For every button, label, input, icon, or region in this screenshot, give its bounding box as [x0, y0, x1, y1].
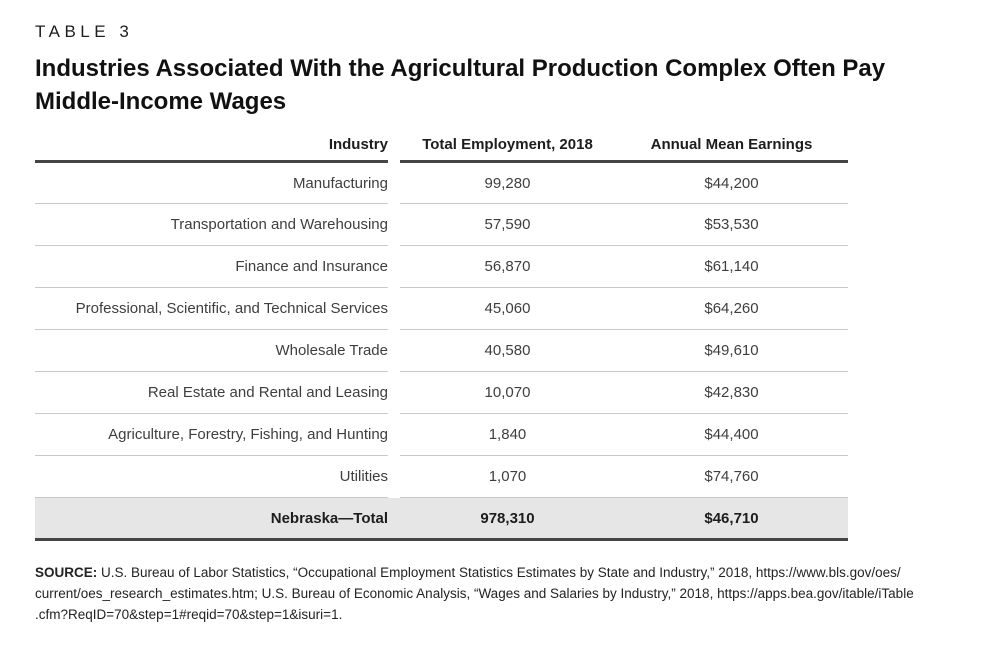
total-earnings-cell: $46,710	[615, 497, 848, 541]
source-line-1: SOURCE: U.S. Bureau of Labor Statistics,…	[35, 562, 975, 583]
table-row-finance: Finance and Insurance 56,870 $61,140	[35, 245, 848, 288]
employment-cell: 40,580	[400, 329, 615, 372]
employment-cell: 57,590	[400, 203, 615, 246]
employment-cell: 56,870	[400, 245, 615, 288]
industry-cell: Transportation and Warehousing	[35, 203, 388, 246]
report-page: TABLE 3 Industries Associated With the A…	[35, 22, 1000, 625]
industries-wages-table: Industry Total Employment, 2018 Annual M…	[35, 136, 848, 541]
source-line-2: current/oes_research_estimates.htm; U.S.…	[35, 586, 914, 601]
table-row-total: Nebraska—Total 978,310 $46,710	[35, 497, 848, 541]
table-row-realestate: Real Estate and Rental and Leasing 10,07…	[35, 371, 848, 414]
employment-cell: 45,060	[400, 287, 615, 330]
table-row-utilities: Utilities 1,070 $74,760	[35, 455, 848, 498]
table-row-professional: Professional, Scientific, and Technical …	[35, 287, 848, 330]
employment-cell: 99,280	[400, 161, 615, 204]
earnings-cell: $44,400	[615, 413, 848, 456]
employment-cell: 1,840	[400, 413, 615, 456]
gap-cell	[388, 330, 400, 372]
table-number-label: TABLE 3	[35, 22, 134, 41]
column-header-industry: Industry	[35, 136, 388, 163]
industry-cell: Real Estate and Rental and Leasing	[35, 371, 388, 414]
gap-cell	[388, 204, 400, 246]
gap-cell	[388, 288, 400, 330]
industry-cell: Manufacturing	[35, 161, 388, 204]
earnings-cell: $74,760	[615, 455, 848, 498]
earnings-cell: $49,610	[615, 329, 848, 372]
table-row-transportation: Transportation and Warehousing 57,590 $5…	[35, 203, 848, 246]
gap-cell	[388, 372, 400, 414]
earnings-cell: $44,200	[615, 161, 848, 204]
gap-cell	[388, 456, 400, 498]
earnings-cell: $61,140	[615, 245, 848, 288]
table-title-line1: Industries Associated With the Agricultu…	[35, 55, 886, 82]
table-title: Industries Associated With the Agricultu…	[35, 52, 1000, 118]
employment-cell: 10,070	[400, 371, 615, 414]
table-row-wholesale: Wholesale Trade 40,580 $49,610	[35, 329, 848, 372]
table-row-manufacturing: Manufacturing 99,280 $44,200	[35, 161, 848, 204]
gap-cell	[388, 162, 400, 204]
gap-cell	[388, 246, 400, 288]
total-employment-cell: 978,310	[400, 497, 615, 541]
table-title-line2: Middle-Income Wages	[35, 88, 287, 115]
gap-cell	[388, 414, 400, 456]
industry-cell: Utilities	[35, 455, 388, 498]
column-gap	[388, 136, 400, 162]
column-header-employment: Total Employment, 2018	[400, 136, 615, 163]
industry-cell: Agriculture, Forestry, Fishing, and Hunt…	[35, 413, 388, 456]
earnings-cell: $64,260	[615, 287, 848, 330]
total-industry-cell: Nebraska—Total	[35, 497, 388, 541]
source-line-3: .cfm?ReqID=70&step=1#reqid=70&step=1&isu…	[35, 607, 343, 622]
source-note: SOURCE: U.S. Bureau of Labor Statistics,…	[35, 562, 975, 625]
industry-cell: Professional, Scientific, and Technical …	[35, 287, 388, 330]
source-label: SOURCE:	[35, 565, 98, 580]
earnings-cell: $42,830	[615, 371, 848, 414]
source-text-line1: U.S. Bureau of Labor Statistics, “Occupa…	[101, 565, 901, 580]
gap-cell	[388, 497, 400, 541]
column-header-earnings: Annual Mean Earnings	[615, 136, 848, 163]
earnings-cell: $53,530	[615, 203, 848, 246]
table-row-agriculture: Agriculture, Forestry, Fishing, and Hunt…	[35, 413, 848, 456]
industry-cell: Wholesale Trade	[35, 329, 388, 372]
industry-cell: Finance and Insurance	[35, 245, 388, 288]
table-header-row: Industry Total Employment, 2018 Annual M…	[35, 136, 848, 163]
employment-cell: 1,070	[400, 455, 615, 498]
